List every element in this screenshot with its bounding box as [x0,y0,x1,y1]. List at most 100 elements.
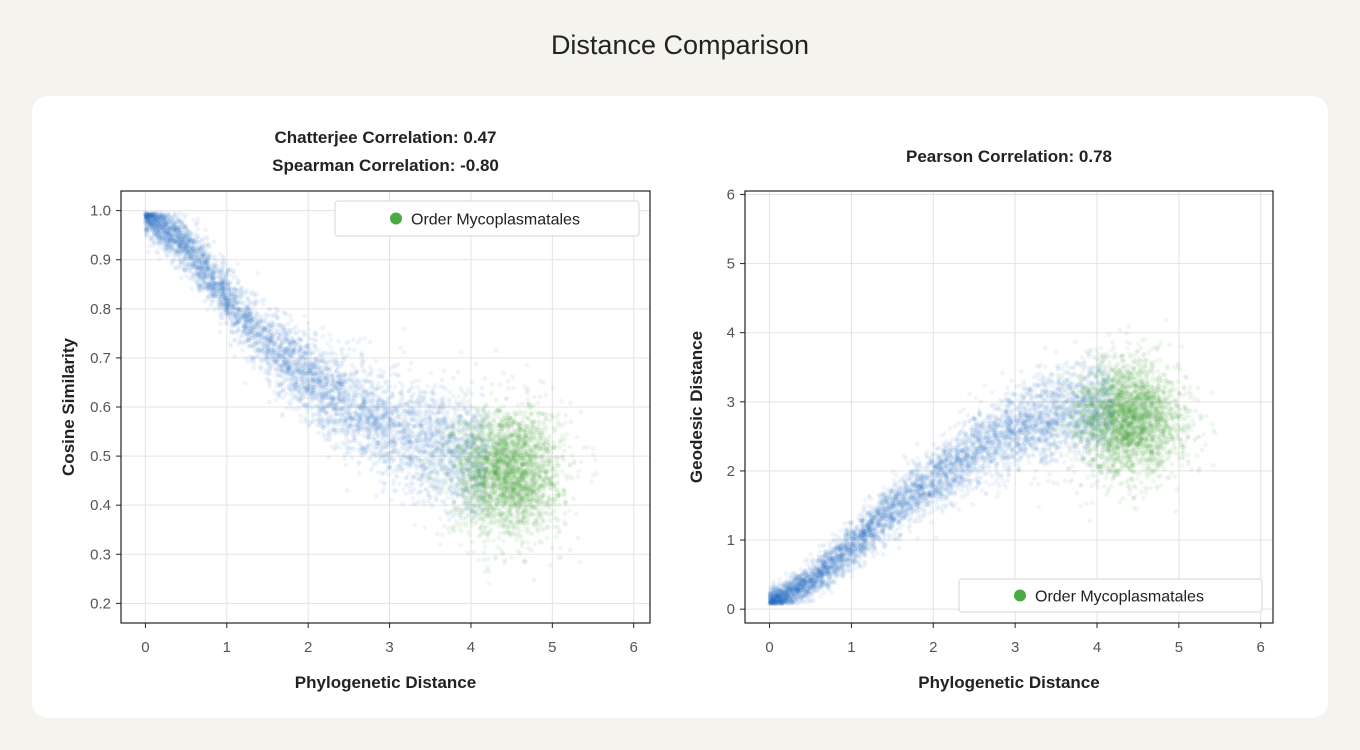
data-point [346,450,352,455]
data-point [407,367,413,373]
data-point [351,392,357,398]
data-point [351,396,357,402]
data-point [392,384,398,390]
data-point [192,231,197,237]
data-point [364,413,370,419]
data-point [342,421,348,427]
data-point [189,265,195,270]
data-point [436,469,441,474]
data-point [232,295,238,301]
data-point [331,419,337,425]
data-point [362,396,367,402]
data-point [349,455,355,460]
data-point [262,351,268,356]
data-point [323,365,328,371]
data-point [187,237,193,243]
data-point [440,421,446,427]
data-point [208,287,214,292]
data-point [266,306,272,312]
data-point [402,432,408,437]
data-point [426,404,432,409]
data-point [339,421,345,427]
data-point [305,377,311,383]
data-point [326,454,331,460]
data-point [353,415,358,421]
data-point [478,448,484,454]
data-point [351,432,356,438]
data-point [242,380,248,386]
data-point [296,382,301,388]
data-point [174,252,180,257]
data-point [379,384,385,390]
data-point [482,412,488,417]
data-point [207,282,213,287]
data-point [433,410,438,416]
data-point [298,419,304,424]
data-point [445,495,450,501]
data-point [239,289,245,294]
data-point [209,264,215,269]
data-point [428,370,434,376]
data-point [237,309,243,314]
data-point [283,330,288,336]
data-point [429,397,435,403]
data-point [346,406,352,411]
data-point [367,398,373,404]
data-point [312,384,317,390]
data-point [154,228,160,234]
data-point [277,362,283,368]
data-point [295,384,301,390]
data-point [195,215,201,221]
data-point [397,463,403,468]
data-point [220,254,226,260]
data-point [337,445,342,450]
data-point [206,283,212,289]
data-point [218,305,224,311]
data-point [231,269,237,274]
data-point [379,452,385,458]
data-point [346,415,351,420]
data-point [389,454,395,460]
data-point [280,386,286,392]
data-point [279,332,285,338]
data-point [395,372,400,378]
data-point [316,347,322,353]
data-point [361,399,367,405]
data-point [450,393,456,399]
data-point [325,341,330,346]
data-point [171,219,176,225]
data-point [347,439,353,445]
data-point [232,353,238,359]
data-point [322,434,328,440]
data-point [458,467,464,473]
data-point [371,437,377,443]
data-point [297,352,302,358]
data-point [276,363,282,369]
data-point [183,244,189,250]
data-point [471,476,477,482]
data-point [332,430,337,436]
data-point [449,494,455,500]
data-point [356,461,362,466]
data-point [480,428,485,434]
data-point [253,297,258,303]
data-point [255,332,261,338]
data-point [376,459,381,464]
data-point [334,411,339,416]
data-point [441,395,447,401]
data-point [265,342,271,348]
data-point [280,413,285,419]
data-point [280,309,286,315]
data-point [447,389,453,395]
data-point [320,334,326,339]
data-point [238,295,244,301]
data-point [478,438,484,444]
data-point [267,335,273,341]
data-point [204,257,209,263]
data-point [420,498,426,503]
data-point [371,460,377,466]
data-point [318,394,324,399]
data-point [439,498,445,504]
data-point [288,327,293,333]
data-point [253,340,258,346]
